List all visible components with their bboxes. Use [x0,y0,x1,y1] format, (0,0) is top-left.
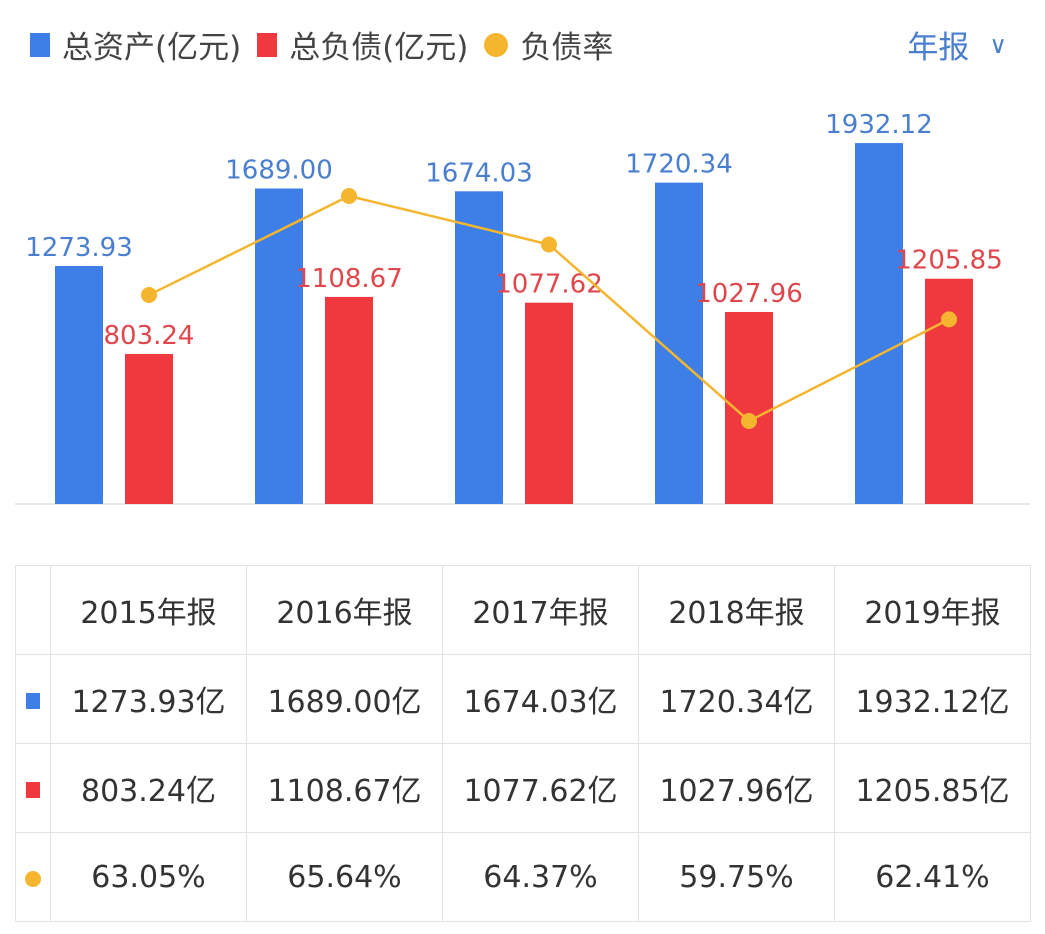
data-table: 2015年报 2016年报 2017年报 2018年报 2019年报 1273.… [15,565,1031,922]
table-cell: 62.41% [834,832,1031,922]
table-header: 2018年报 [638,565,835,655]
table-cell: 1027.96亿 [638,743,835,833]
data-label: 1674.03 [425,158,533,188]
legend-label: 负债率 [520,30,614,66]
table-cell: 1674.03亿 [442,654,639,744]
table-header: 2015年报 [50,565,247,655]
data-label: 1205.85 [895,246,1003,276]
legend-label: 总资产(亿元) [62,30,242,66]
orange-dot-icon [25,870,41,887]
legend-swatch [30,32,50,57]
data-label: 1027.96 [695,279,803,309]
table-corner [15,565,51,655]
debt-ratio-point [141,286,157,303]
data-label: 1720.34 [625,150,733,180]
bar-total-liabilities [125,353,173,504]
debt-ratio-point [941,311,957,328]
data-label: 1108.67 [295,264,403,294]
legend-swatch [257,32,278,57]
table-cell: 1077.62亿 [442,743,639,833]
bar-total-assets [855,143,903,504]
chart-legend: 总资产(亿元) 总负债(亿元) 负债率 [30,22,629,67]
table-cell: 1689.00亿 [246,654,443,744]
row-marker [15,832,51,922]
debt-ratio-point [341,188,357,204]
table-cell: 1205.85亿 [834,743,1031,833]
table-cell: 1932.12亿 [834,654,1031,744]
legend-item-total-liabilities[interactable]: 总负债(亿元) [257,22,468,67]
table-cell: 59.75% [638,832,835,922]
table-cell: 1108.67亿 [246,743,443,833]
table-cell: 65.64% [246,832,443,922]
row-marker [15,743,51,833]
table-cell: 1720.34亿 [638,654,835,744]
bar-line-chart: 1273.93 1689.00 1674.03 1720.34 1932.12 803.2… [15,110,1030,505]
table-header: 2017年报 [442,565,639,655]
row-marker [15,654,51,744]
bar-total-liabilities [325,296,373,504]
table-header: 2016年报 [246,565,443,655]
data-label: 1689.00 [225,155,333,185]
bar-total-liabilities [725,311,773,504]
table-header: 2019年报 [834,565,1031,655]
table-cell: 63.05% [50,832,247,922]
chevron-down-icon: ∨ [989,30,1007,59]
bar-total-liabilities [525,302,573,504]
legend-dot [484,32,509,57]
data-label: 1077.62 [495,270,603,300]
debt-ratio-point [541,236,557,253]
data-label: 803.24 [104,321,195,351]
table-row-debt-ratio: 63.05% 65.64% 64.37% 59.75% 62.41% [15,832,1031,922]
period-selector[interactable]: 年报 ∨ [907,22,1007,67]
table-cell: 1273.93亿 [50,654,247,744]
table-header-row: 2015年报 2016年报 2017年报 2018年报 2019年报 [15,565,1031,655]
table-row-total-liabilities: 803.24亿 1108.67亿 1077.62亿 1027.96亿 1205.… [15,743,1031,833]
legend-item-debt-ratio[interactable]: 负债率 [484,22,613,67]
bar-total-assets [255,188,303,504]
bar-total-assets [455,191,503,504]
bar-total-assets [655,182,703,504]
data-label: 1273.93 [25,233,133,263]
bar-total-assets [55,266,103,504]
blue-square-icon [26,692,40,709]
legend-item-total-assets[interactable]: 总资产(亿元) [30,22,241,67]
red-square-icon [26,781,40,798]
table-row-total-assets: 1273.93亿 1689.00亿 1674.03亿 1720.34亿 1932… [15,654,1031,744]
data-label: 1932.12 [825,110,933,140]
table-cell: 803.24亿 [50,743,247,833]
table-cell: 64.37% [442,832,639,922]
legend-label: 总负债(亿元) [289,30,469,66]
debt-ratio-point [741,412,757,429]
period-label: 年报 [907,30,970,66]
